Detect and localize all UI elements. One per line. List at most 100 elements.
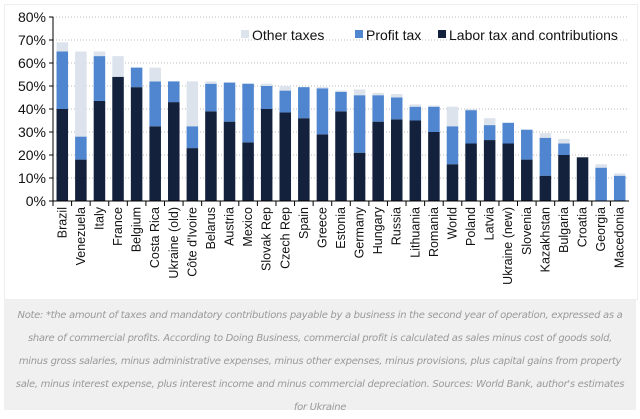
x-tick-label: Bulgaria — [557, 207, 571, 253]
bar-profit-tax — [93, 56, 106, 101]
bar-profit-tax — [446, 126, 459, 165]
bar-profit-tax — [483, 125, 496, 141]
bar-other-taxes — [149, 67, 161, 82]
bar-labor-tax-and-contributions — [428, 132, 440, 201]
y-tick-label: 50% — [18, 78, 46, 94]
y-tick-label: 30% — [18, 124, 46, 140]
bar-labor-tax-and-contributions — [56, 109, 69, 201]
bar-profit-tax — [409, 106, 422, 121]
bar-profit-tax — [205, 83, 217, 112]
x-tick-label: Spain — [297, 207, 311, 239]
bar-labor-tax-and-contributions — [409, 120, 422, 201]
bar-profit-tax — [372, 95, 384, 122]
bar-labor-tax-and-contributions — [390, 119, 403, 201]
x-tick-label: Georgia — [594, 207, 608, 252]
bar-labor-tax-and-contributions — [502, 143, 514, 201]
bar-labor-tax-and-contributions — [149, 126, 161, 201]
bar-profit-tax — [353, 95, 366, 153]
legend-label: Profit tax — [366, 27, 421, 43]
legend-swatch — [241, 30, 249, 38]
x-tick-label: Belgium — [130, 207, 144, 252]
bar-labor-tax-and-contributions — [75, 159, 87, 201]
x-tick-label: Lithuania — [408, 207, 422, 258]
chart-container: 0% 10% 20% 30% 40% 50% 60% 70% 80% Brazil Venezuel… — [4, 4, 638, 300]
bar-labor-tax-and-contributions — [465, 143, 477, 201]
x-tick-label: Germany — [353, 206, 367, 258]
bar-profit-tax — [75, 136, 87, 160]
bar-other-taxes — [279, 86, 292, 91]
chart-note: Note: *the amount of taxes and mandatory… — [4, 300, 636, 413]
bar-profit-tax — [298, 87, 310, 119]
x-tick-label: France — [111, 207, 125, 246]
bar-labor-tax-and-contributions — [186, 148, 199, 201]
bar-other-taxes — [186, 81, 199, 127]
y-tick-label: 0% — [26, 193, 46, 209]
bar-other-taxes — [353, 89, 366, 96]
bar-profit-tax — [242, 83, 254, 143]
x-tick-label: Ukraine (old) — [167, 207, 181, 279]
bar-labor-tax-and-contributions — [93, 100, 106, 201]
x-tick-label: Austria — [223, 207, 237, 246]
x-tick-label: Estonia — [334, 207, 348, 249]
bar-other-taxes — [93, 51, 106, 57]
bar-labor-tax-and-contributions — [242, 142, 254, 201]
bar-other-taxes — [595, 164, 607, 168]
bar-labor-tax-and-contributions — [316, 134, 329, 201]
bar-labor-tax-and-contributions — [446, 164, 459, 201]
x-tick-label: Croatia — [576, 207, 590, 247]
x-tick-label: Ukraine (new) — [501, 207, 515, 285]
x-tick-label: Czech Rep — [278, 207, 292, 269]
x-tick-label: Kazakhstan — [538, 207, 552, 272]
bar-profit-tax — [428, 106, 440, 132]
x-tick-label: Côte d'Ivoire — [185, 207, 199, 277]
x-tick-label: Slovenia — [520, 207, 534, 255]
bar-other-taxes — [205, 81, 217, 84]
y-tick-label: 60% — [18, 55, 46, 71]
bar-other-taxes — [335, 90, 347, 92]
x-tick-label: Venezuela — [74, 207, 88, 265]
bar-other-taxes — [465, 109, 477, 111]
bar-other-taxes — [446, 106, 459, 127]
bar-labor-tax-and-contributions — [558, 155, 570, 201]
legend-label: Labor tax and contributions — [449, 27, 618, 43]
legend-swatch — [355, 30, 363, 38]
bar-profit-tax — [558, 143, 570, 155]
bar-profit-tax — [149, 81, 161, 127]
bar-other-taxes — [428, 105, 440, 107]
bar-profit-tax — [595, 167, 607, 201]
bar-labor-tax-and-contributions — [521, 159, 533, 201]
bar-labor-tax-and-contributions — [372, 121, 384, 201]
y-tick-label: 80% — [18, 9, 46, 25]
x-tick-label: Greece — [315, 207, 329, 248]
bar-profit-tax — [186, 126, 199, 149]
bar-profit-tax — [130, 67, 143, 88]
x-tick-label: Costa Rica — [148, 207, 162, 268]
bar-labor-tax-and-contributions — [298, 118, 310, 201]
bar-labor-tax-and-contributions — [223, 121, 236, 201]
bar-other-taxes — [372, 92, 384, 96]
x-tick-label: Italy — [92, 206, 106, 230]
bar-other-taxes — [56, 42, 69, 52]
bar-labor-tax-and-contributions — [335, 111, 347, 201]
bar-profit-tax — [260, 86, 273, 109]
bar-other-taxes — [75, 51, 87, 137]
bar-labor-tax-and-contributions — [576, 157, 589, 201]
legend-label: Other taxes — [252, 27, 324, 43]
bar-other-taxes — [260, 83, 273, 86]
bar-other-taxes — [316, 87, 329, 89]
x-tick-label: Russia — [390, 207, 404, 245]
stacked-bar-chart: 0% 10% 20% 30% 40% 50% 60% 70% 80% Brazil Venezuel… — [18, 9, 629, 285]
bar-labor-tax-and-contributions — [112, 76, 124, 201]
bar-profit-tax — [539, 137, 552, 176]
bar-profit-tax — [279, 90, 292, 113]
bar-labor-tax-and-contributions — [483, 140, 496, 201]
bar-profit-tax — [56, 51, 69, 109]
bar-other-taxes — [112, 56, 124, 77]
bar-labor-tax-and-contributions — [205, 111, 217, 201]
bar-profit-tax — [168, 81, 180, 103]
x-tick-label: World — [445, 207, 459, 239]
bar-profit-tax — [613, 175, 626, 201]
bar-profit-tax — [223, 82, 236, 122]
bar-profit-tax — [335, 91, 347, 112]
x-tick-label: Romania — [427, 207, 441, 257]
